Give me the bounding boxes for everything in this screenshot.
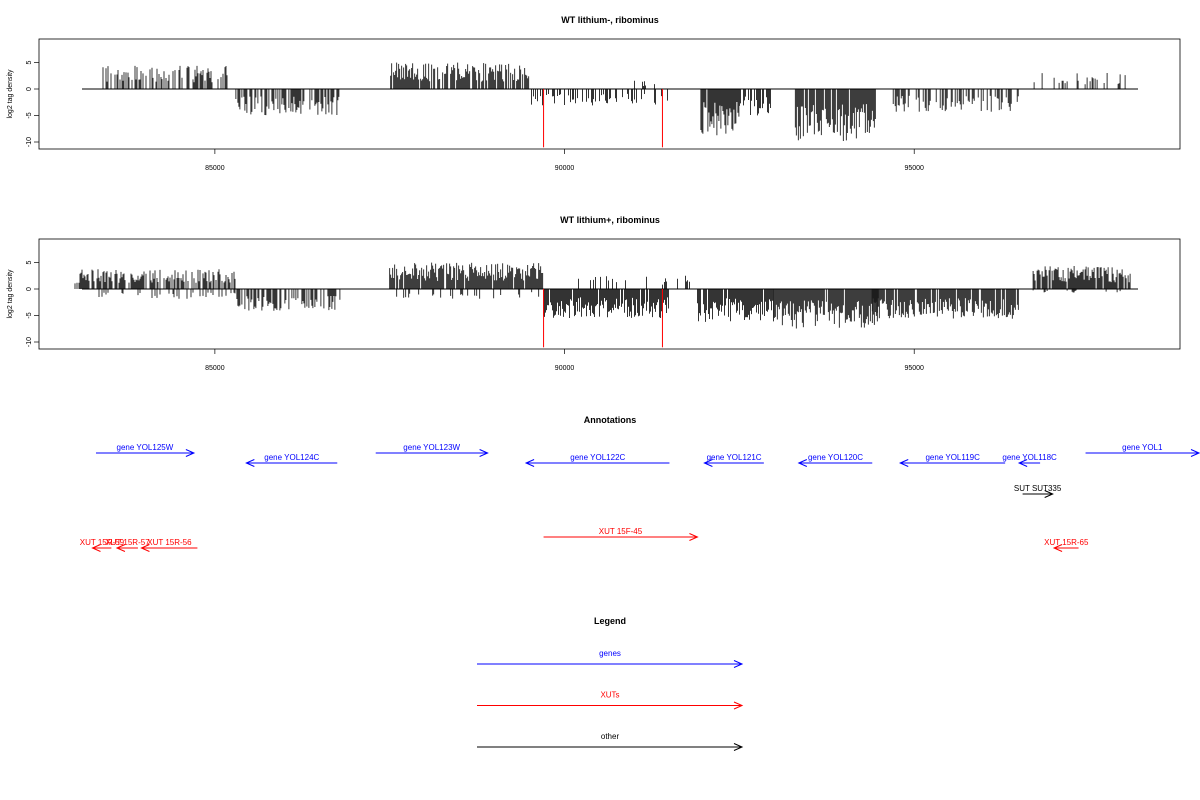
arrow-head-icon [524, 459, 535, 467]
y-tick-label: -10 [26, 137, 33, 147]
x-tick-label: 90000 [555, 165, 575, 172]
feature-label: gene YOL121C [707, 453, 762, 462]
arrow-head-icon [1017, 459, 1028, 467]
y-tick-label: 0 [26, 287, 33, 291]
feature-gene: gene YOL1 [1085, 443, 1200, 457]
y-tick-label: 5 [26, 60, 33, 64]
feature-label: gene YOL120C [808, 453, 863, 462]
feature-label: XUT 15R-59 [80, 538, 125, 547]
annotations-track: Annotations gene YOL125W gene YOL124C gene… [80, 415, 1200, 552]
arrow-head-icon [703, 459, 713, 467]
feature-gene: gene YOL120C [797, 453, 873, 467]
y-tick-label: 0 [26, 87, 33, 91]
bars-series [74, 262, 1131, 329]
feature-other: SUT SUT335 [1014, 484, 1062, 498]
feature-label: gene YOL124C [264, 453, 319, 462]
arrow-head-icon [1052, 544, 1063, 552]
legend-item: other [477, 732, 744, 751]
plot-frame [38, 238, 1181, 350]
arrow-head-icon [185, 449, 196, 457]
arrow-head-icon [689, 533, 699, 541]
legend-label: other [601, 732, 620, 741]
chart-panel-lithium-minus: WT lithium-, ribominus log2 tag density … [7, 15, 1181, 172]
chart-title: WT lithium-, ribominus [561, 15, 659, 25]
feature-xut: XUT 15R-59 [80, 538, 125, 552]
marker-lines [543, 89, 663, 148]
feature-label: gene YOL122C [570, 453, 625, 462]
arrow-head-icon [91, 544, 101, 552]
legend: Legend genes XUTs other [477, 616, 744, 751]
feature-gene: gene YOL124C [245, 453, 338, 467]
x-tick-label: 90000 [555, 365, 575, 372]
feature-label: SUT SUT335 [1014, 484, 1062, 493]
feature-label: XUT 15F-45 [599, 527, 643, 536]
arrow-head-icon [797, 459, 808, 467]
feature-xut: XUT 15R-56 [140, 538, 198, 552]
x-axis: 85000 90000 95000 [205, 349, 924, 372]
plot-frame [38, 38, 1181, 150]
feature-label: gene YOL123W [403, 443, 460, 452]
feature-label: gene YOL118C [1002, 453, 1057, 462]
y-tick-label: -10 [26, 337, 33, 347]
arrow-head-icon [1044, 490, 1054, 498]
feature-gene: gene YOL119C [898, 453, 1006, 467]
legend-item: XUTs [477, 691, 744, 710]
feature-gene: gene YOL122C [524, 453, 670, 467]
x-tick-label: 95000 [904, 165, 924, 172]
arrow-head-icon [115, 544, 126, 552]
x-tick-label: 85000 [205, 365, 225, 372]
feature-xut: XUT 15F-45 [543, 527, 699, 541]
arrow-head-icon [898, 459, 909, 467]
legend-title: Legend [594, 616, 626, 626]
legend-label: genes [599, 649, 621, 658]
feature-gene: gene YOL121C [703, 453, 764, 467]
y-tick-label: -5 [26, 312, 33, 318]
feature-label: XUT 15R-56 [147, 538, 192, 547]
arrow-head-icon [1190, 449, 1200, 457]
y-axis-label: log2 tag density [7, 269, 14, 319]
feature-gene: gene YOL125W [95, 443, 196, 457]
x-tick-label: 85000 [205, 165, 225, 172]
chart-panel-lithium-plus: WT lithium+, ribominus log2 tag density … [7, 215, 1181, 372]
feature-label: gene YOL1 [1122, 443, 1163, 452]
feature-label: gene YOL119C [925, 453, 980, 462]
arrow-head-icon [245, 459, 255, 467]
feature-label: XUT 15R-65 [1044, 538, 1089, 547]
arrow-head-icon [733, 701, 744, 710]
feature-xut: XUT 15R-65 [1044, 538, 1089, 552]
x-tick-label: 95000 [904, 365, 924, 372]
y-tick-label: -5 [26, 112, 33, 118]
legend-label: XUTs [600, 691, 619, 700]
feature-label: XUT 15R-57 [105, 538, 150, 547]
y-axis-label: log2 tag density [7, 69, 14, 119]
arrow-head-icon [733, 660, 744, 668]
y-axis: 5 0 -5 -10 [26, 260, 39, 347]
marker-lines [543, 289, 663, 348]
x-axis: 85000 90000 95000 [205, 149, 924, 172]
chart-title: WT lithium+, ribominus [560, 215, 660, 225]
y-tick-label: 5 [26, 260, 33, 264]
feature-gene: gene YOL118C [1002, 453, 1057, 467]
feature-label: gene YOL125W [117, 443, 174, 452]
annotations-title: Annotations [584, 415, 637, 425]
arrow-head-icon [479, 449, 489, 457]
legend-item: genes [477, 649, 744, 668]
arrow-head-icon [140, 544, 150, 552]
y-axis: 5 0 -5 -10 [26, 60, 39, 147]
bars-series [102, 62, 1126, 141]
feature-gene: gene YOL123W [375, 443, 489, 457]
feature-xut: XUT 15R-57 [105, 538, 150, 552]
arrow-head-icon [733, 743, 744, 751]
